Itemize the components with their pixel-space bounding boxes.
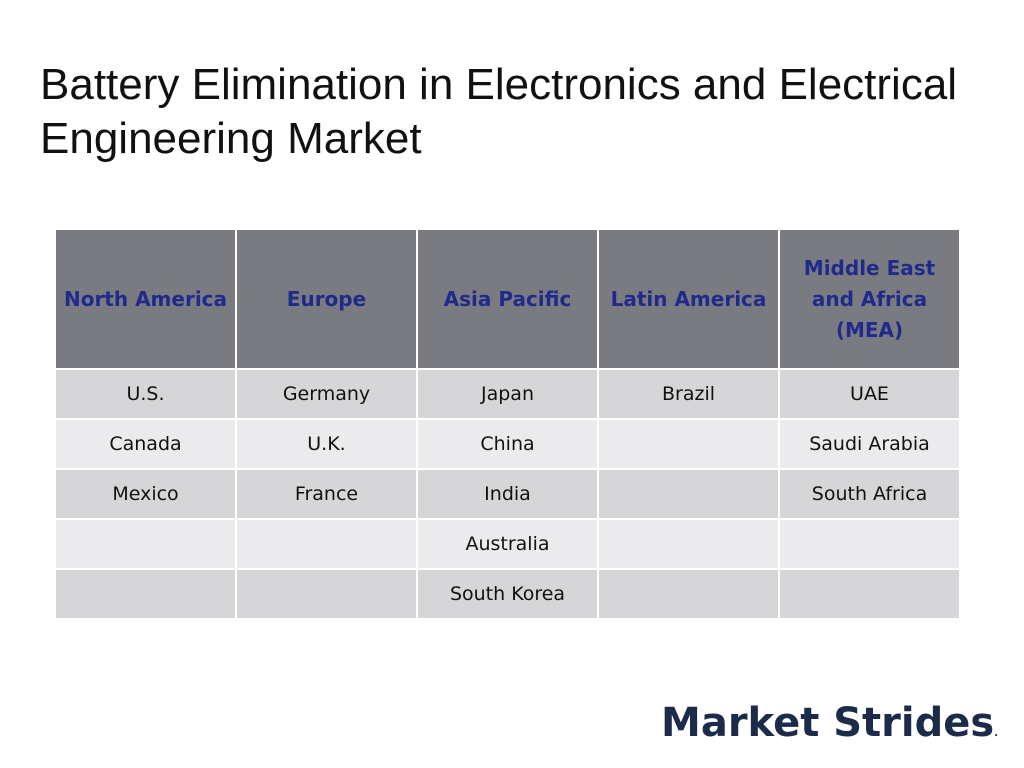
table-row: Canada U.K. China Saudi Arabia <box>54 418 961 470</box>
table-cell: South Africa <box>778 468 961 520</box>
logo-mark: . <box>994 728 998 739</box>
table-cell <box>54 518 237 570</box>
table-cell <box>235 568 418 620</box>
table-cell <box>597 418 780 470</box>
table-row: Mexico France India South Africa <box>54 468 961 520</box>
table-cell <box>597 568 780 620</box>
table-cell <box>597 468 780 520</box>
table-cell: France <box>235 468 418 520</box>
region-table: North America Europe Asia Pacific Latin … <box>54 228 961 620</box>
table-cell: Canada <box>54 418 237 470</box>
table-cell: UAE <box>778 368 961 420</box>
table-cell: China <box>416 418 599 470</box>
table-cell <box>54 568 237 620</box>
header-europe: Europe <box>235 228 418 370</box>
header-mea: Middle East and Africa (MEA) <box>778 228 961 370</box>
table-cell: Japan <box>416 368 599 420</box>
table-cell <box>597 518 780 570</box>
table-cell: India <box>416 468 599 520</box>
table-row: Australia <box>54 518 961 570</box>
table-cell <box>778 518 961 570</box>
table-header-row: North America Europe Asia Pacific Latin … <box>54 228 961 370</box>
table-cell: Australia <box>416 518 599 570</box>
header-north-america: North America <box>54 228 237 370</box>
table-cell: Saudi Arabia <box>778 418 961 470</box>
table-row: South Korea <box>54 568 961 620</box>
table-cell: U.K. <box>235 418 418 470</box>
market-strides-logo: Market Strides. <box>661 700 998 746</box>
table-cell: U.S. <box>54 368 237 420</box>
table-cell: South Korea <box>416 568 599 620</box>
table-cell: Germany <box>235 368 418 420</box>
table-cell: Brazil <box>597 368 780 420</box>
table-cell: Mexico <box>54 468 237 520</box>
table-cell <box>235 518 418 570</box>
header-latin-america: Latin America <box>597 228 780 370</box>
header-asia-pacific: Asia Pacific <box>416 228 599 370</box>
logo-text: Market Strides <box>661 700 995 746</box>
slide-title: Battery Elimination in Electronics and E… <box>40 60 958 163</box>
table-cell <box>778 568 961 620</box>
table-row: U.S. Germany Japan Brazil UAE <box>54 368 961 420</box>
